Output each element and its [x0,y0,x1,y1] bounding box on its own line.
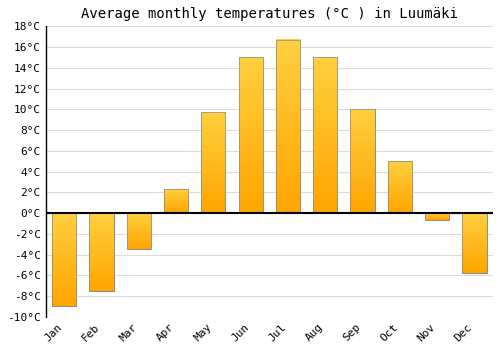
Bar [201,112,226,213]
Bar [425,213,449,220]
Bar [201,112,226,213]
Bar [238,57,263,213]
Bar [90,213,114,291]
Bar [350,109,374,213]
Bar [313,57,338,213]
Title: Average monthly temperatures (°C ) in Luumäki: Average monthly temperatures (°C ) in Lu… [81,7,458,21]
Bar [276,40,300,213]
Bar [164,189,188,213]
Bar [164,189,188,213]
Bar [462,213,486,273]
Bar [313,57,338,213]
Bar [425,213,449,220]
Bar [90,213,114,291]
Bar [126,213,151,249]
Bar [276,40,300,213]
Bar [462,213,486,273]
Bar [388,161,412,213]
Bar [52,213,76,307]
Bar [52,213,76,307]
Bar [350,109,374,213]
Bar [126,213,151,249]
Bar [388,161,412,213]
Bar [238,57,263,213]
